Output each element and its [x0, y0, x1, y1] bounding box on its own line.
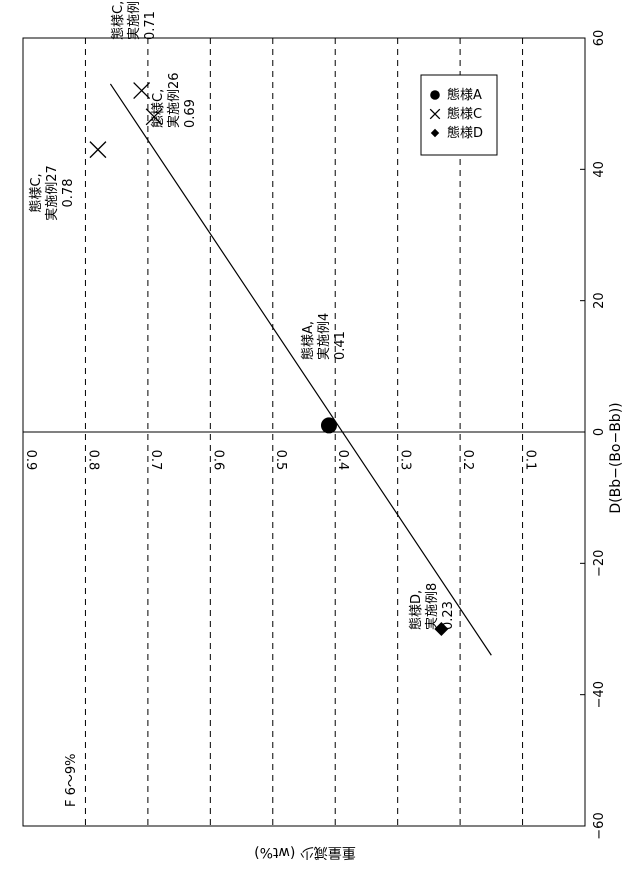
legend-label: 態様D [447, 125, 483, 141]
annotation-line: 実施例28 [126, 0, 142, 40]
annotation: 態様C,実施例270.78 [28, 165, 76, 221]
legend-label: 態様C [447, 106, 482, 122]
y-tick-label: 0.7 [148, 450, 163, 471]
annotation-line: 0.78 [61, 179, 76, 208]
annotation-line: 実施例27 [44, 165, 60, 221]
annotation-line: 実施例4 [316, 313, 332, 360]
x-tick-label: 40 [592, 161, 607, 178]
annotation-line: 0.71 [143, 11, 158, 40]
annotation-line: 態様C, [150, 89, 166, 128]
circle-marker [430, 90, 440, 100]
y-tick-label-group: 0.5 [273, 450, 288, 471]
y-tick-label-group: 0.2 [460, 450, 475, 471]
y-tick-label-group: 0.4 [335, 450, 350, 471]
annotation-line: 態様D, [408, 590, 424, 630]
y-tick-label: 0.8 [85, 450, 100, 471]
y-tick-label: 0.2 [460, 450, 475, 471]
y-tick-label: 0.5 [273, 450, 288, 471]
y-tick-label-group: 0.7 [148, 450, 163, 471]
y-tick-label: 0.9 [23, 450, 38, 471]
x-tick-label-group: −20 [592, 550, 607, 577]
y-tick-label-group: 0.1 [523, 450, 538, 471]
x-tick-label-group: 0 [592, 428, 607, 436]
legend: 態様A 態様C 態様D [421, 75, 497, 155]
y-tick-label: 0.6 [210, 450, 225, 471]
y-tick-label: 0.1 [523, 450, 538, 471]
x-tick-label-group: −60 [592, 812, 607, 839]
x-tick-label-group: 40 [592, 161, 607, 178]
x-tick-label: −40 [592, 681, 607, 708]
legend-label: 態様A [447, 87, 482, 103]
annotations: 態様A,実施例40.41態様C,実施例270.78態様C,実施例260.69態様… [28, 0, 456, 630]
x-tick-label: 60 [592, 30, 607, 47]
annotation-line: 0.41 [333, 331, 348, 360]
annotation-line: 態様C, [110, 1, 126, 40]
trendline [110, 84, 491, 655]
annotation-line: 実施例26 [166, 72, 182, 128]
y-tick-label-group: 0.9 [23, 450, 38, 471]
x-tick-label: 20 [592, 292, 607, 309]
note-label: F 6〜9% [64, 753, 79, 807]
annotation: 態様C,実施例260.69 [150, 72, 198, 128]
trendline-segment [110, 84, 491, 655]
x-tick-label-group: 20 [592, 292, 607, 309]
annotation-line: 0.69 [183, 99, 198, 128]
x-tick-label: −60 [592, 812, 607, 839]
y-tick-label: 0.4 [335, 450, 350, 471]
annotation-line: 態様C, [28, 173, 44, 212]
x-marker [90, 142, 106, 158]
axes: 0.1 0.2 0.3 0.4 0.5 0.6 0.7 0.8 0.9 −60 −40 −20 0 20 4… [23, 30, 607, 840]
y-tick-label-group: 0.6 [210, 450, 225, 471]
x-tick-label-group: −40 [592, 681, 607, 708]
y-tick-label-group: 0.8 [85, 450, 100, 471]
y-tick-label: 0.3 [398, 450, 413, 471]
circle-marker [321, 417, 337, 433]
annotation-line: 態様A, [300, 321, 316, 360]
x-axis-title: D(Bb−(Bo−Bb)) [608, 402, 624, 513]
x-tick-label: −20 [592, 550, 607, 577]
y-tick-label-group: 0.3 [398, 450, 413, 471]
annotation: 態様C,実施例280.71 [110, 0, 158, 40]
annotation: 態様D,実施例80.23 [408, 583, 456, 630]
x-tick-label: 0 [592, 428, 607, 436]
x-marker [134, 83, 150, 99]
data-points [90, 83, 448, 636]
annotation-line: 0.23 [441, 601, 456, 630]
y-axis-title: 重量減少 (wt%) [254, 844, 356, 861]
x-tick-label-group: 60 [592, 30, 607, 47]
annotation: 態様A,実施例40.41 [300, 313, 348, 360]
annotation-line: 実施例8 [424, 583, 440, 630]
